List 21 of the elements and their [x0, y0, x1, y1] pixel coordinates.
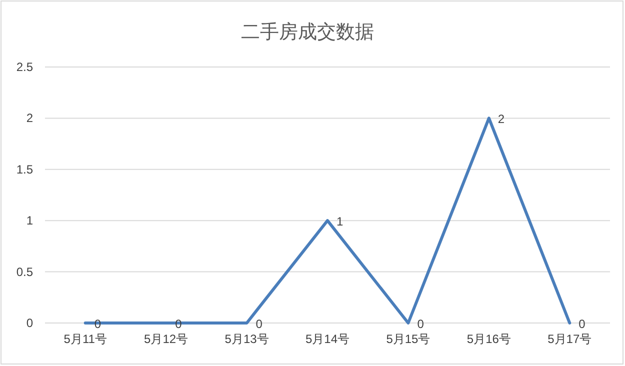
y-tick-label: 0 — [26, 316, 34, 330]
x-tick-label: 5月11号 — [64, 332, 107, 346]
data-label: 1 — [336, 214, 344, 229]
x-tick-label: 5月15号 — [386, 332, 430, 346]
y-tick-label: 1 — [26, 214, 34, 228]
y-tick-label: 1.5 — [16, 162, 34, 176]
data-label: 0 — [417, 317, 424, 331]
x-tick-label: 5月17号 — [548, 332, 592, 346]
x-tick-label: 5月14号 — [305, 332, 350, 346]
data-label: 0 — [175, 317, 182, 331]
data-label: 0 — [94, 317, 102, 331]
data-label: 0 — [578, 317, 586, 331]
x-tick-label: 5月13号 — [224, 332, 269, 346]
y-tick-label: 0.5 — [16, 264, 34, 279]
x-tick-label: 5月16号 — [466, 332, 511, 346]
y-tick-label: 2.5 — [16, 60, 34, 74]
y-tick-label: 2 — [26, 111, 34, 126]
data-label: 0 — [256, 317, 263, 331]
x-tick-label: 5月12号 — [144, 332, 188, 346]
chart-title: 二手房成交数据 — [241, 21, 374, 43]
data-label: 2 — [498, 112, 505, 126]
